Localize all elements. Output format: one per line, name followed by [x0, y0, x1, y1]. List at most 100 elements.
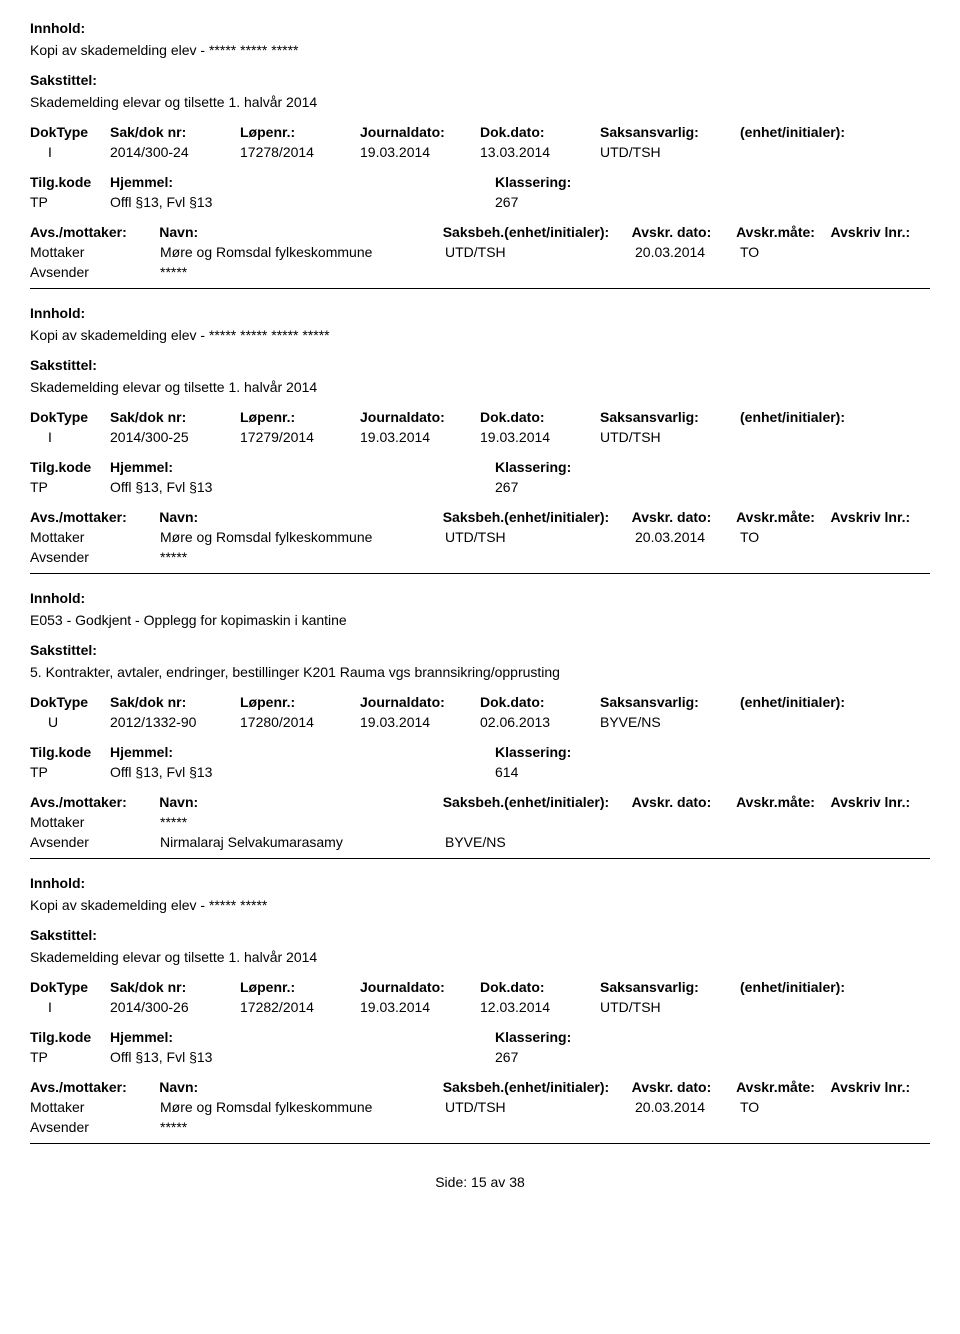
sakstittel-label: Sakstittel: [30, 642, 930, 658]
avsender-saksbeh [445, 264, 635, 280]
navn-label: Navn: [159, 224, 442, 240]
saksansvarlig-header: Saksansvarlig: [600, 409, 740, 425]
sakdok-header: Sak/dok nr: [110, 694, 240, 710]
tilgkode-label: Tilg.kode [30, 744, 110, 760]
dokdato-value: 13.03.2014 [480, 144, 600, 160]
saksansvarlig-value: UTD/TSH [600, 429, 740, 445]
footer-av: av [491, 1174, 506, 1190]
enhet-header: (enhet/initialer): [740, 694, 890, 710]
sakstittel-value: Skademelding elevar og tilsette 1. halvå… [30, 94, 930, 110]
sakstittel-value: Skademelding elevar og tilsette 1. halvå… [30, 949, 930, 965]
journaldato-value: 19.03.2014 [360, 999, 480, 1015]
doktype-value: I [30, 144, 110, 160]
avskrdato-value [635, 814, 740, 830]
avsender-navn: ***** [160, 549, 445, 565]
innhold-label: Innhold: [30, 590, 930, 606]
klassering-value: 267 [495, 194, 595, 210]
avsmottaker-label: Avs./mottaker: [30, 1079, 159, 1095]
lopenr-value: 17280/2014 [240, 714, 360, 730]
mottaker-navn: ***** [160, 814, 445, 830]
journaldato-value: 19.03.2014 [360, 429, 480, 445]
saksbeh-label: Saksbeh.(enhet/initialer): [443, 509, 632, 525]
journaldato-header: Journaldato: [360, 409, 480, 425]
doktype-header: DokType [30, 124, 110, 140]
innhold-value: Kopi av skademelding elev - ***** ***** … [30, 327, 930, 343]
avskrmate-label: Avskr.måte: [736, 794, 830, 810]
sakdok-header: Sak/dok nr: [110, 124, 240, 140]
dokdato-value: 19.03.2014 [480, 429, 600, 445]
saksansvarlig-value: UTD/TSH [600, 144, 740, 160]
lopenr-value: 17279/2014 [240, 429, 360, 445]
klassering-label: Klassering: [495, 744, 695, 760]
journal-record: Innhold: Kopi av skademelding elev - ***… [30, 20, 930, 289]
avskrdato-value: 20.03.2014 [635, 244, 740, 260]
tilgkode-value: TP [30, 764, 110, 780]
lopenr-header: Løpenr.: [240, 979, 360, 995]
klassering-value: 267 [495, 479, 595, 495]
sakstittel-value: 5. Kontrakter, avtaler, endringer, besti… [30, 664, 930, 680]
dokdato-header: Dok.dato: [480, 124, 600, 140]
mottaker-role: Mottaker [30, 1099, 160, 1115]
saksbeh-label: Saksbeh.(enhet/initialer): [443, 794, 632, 810]
lopenr-header: Løpenr.: [240, 694, 360, 710]
avskrmate-value [740, 814, 835, 830]
avsmottaker-label: Avs./mottaker: [30, 224, 159, 240]
sakdok-header: Sak/dok nr: [110, 979, 240, 995]
sakstittel-value: Skademelding elevar og tilsette 1. halvå… [30, 379, 930, 395]
avskrivlnr-label: Avskriv lnr.: [831, 1079, 930, 1095]
hjemmel-value: Offl §13, Fvl §13 [110, 194, 495, 210]
sakdok-value: 2014/300-24 [110, 144, 240, 160]
avskrdato-label: Avskr. dato: [632, 794, 736, 810]
innhold-label: Innhold: [30, 20, 930, 36]
saksbeh-value [445, 814, 635, 830]
record-divider [30, 573, 930, 574]
doktype-header: DokType [30, 979, 110, 995]
avsender-role: Avsender [30, 264, 160, 280]
navn-label: Navn: [159, 1079, 442, 1095]
dokdato-header: Dok.dato: [480, 694, 600, 710]
footer-total: 38 [509, 1174, 525, 1190]
tilgkode-value: TP [30, 194, 110, 210]
journal-record: Innhold: Kopi av skademelding elev - ***… [30, 875, 930, 1144]
sakstittel-label: Sakstittel: [30, 357, 930, 373]
sakstittel-label: Sakstittel: [30, 927, 930, 943]
saksansvarlig-value: UTD/TSH [600, 999, 740, 1015]
avskrmate-value: TO [740, 1099, 835, 1115]
lopenr-value: 17278/2014 [240, 144, 360, 160]
dokdato-value: 02.06.2013 [480, 714, 600, 730]
mottaker-navn: Møre og Romsdal fylkeskommune [160, 244, 445, 260]
innhold-value: E053 - Godkjent - Opplegg for kopimaskin… [30, 612, 930, 628]
avsender-saksbeh: BYVE/NS [445, 834, 635, 850]
saksansvarlig-header: Saksansvarlig: [600, 694, 740, 710]
journal-record: Innhold: Kopi av skademelding elev - ***… [30, 305, 930, 574]
sakdok-value: 2014/300-25 [110, 429, 240, 445]
avsender-navn: Nirmalaraj Selvakumarasamy [160, 834, 445, 850]
mottaker-role: Mottaker [30, 529, 160, 545]
mottaker-role: Mottaker [30, 244, 160, 260]
klassering-value: 614 [495, 764, 595, 780]
record-divider [30, 1143, 930, 1144]
footer-side-label: Side: [435, 1174, 467, 1190]
journaldato-header: Journaldato: [360, 979, 480, 995]
journal-record: Innhold: E053 - Godkjent - Opplegg for k… [30, 590, 930, 859]
klassering-label: Klassering: [495, 459, 695, 475]
avskrmate-label: Avskr.måte: [736, 1079, 830, 1095]
innhold-label: Innhold: [30, 875, 930, 891]
saksbeh-value: UTD/TSH [445, 244, 635, 260]
avskrdato-label: Avskr. dato: [632, 224, 736, 240]
avsender-saksbeh [445, 1119, 635, 1135]
sakstittel-label: Sakstittel: [30, 72, 930, 88]
avsender-role: Avsender [30, 1119, 160, 1135]
lopenr-header: Løpenr.: [240, 409, 360, 425]
tilgkode-label: Tilg.kode [30, 1029, 110, 1045]
klassering-label: Klassering: [495, 174, 695, 190]
lopenr-header: Løpenr.: [240, 124, 360, 140]
innhold-value: Kopi av skademelding elev - ***** ***** [30, 897, 930, 913]
innhold-label: Innhold: [30, 305, 930, 321]
saksbeh-value: UTD/TSH [445, 529, 635, 545]
klassering-value: 267 [495, 1049, 595, 1065]
dokdato-header: Dok.dato: [480, 409, 600, 425]
doktype-value: U [30, 714, 110, 730]
avsmottaker-label: Avs./mottaker: [30, 509, 159, 525]
saksansvarlig-header: Saksansvarlig: [600, 979, 740, 995]
